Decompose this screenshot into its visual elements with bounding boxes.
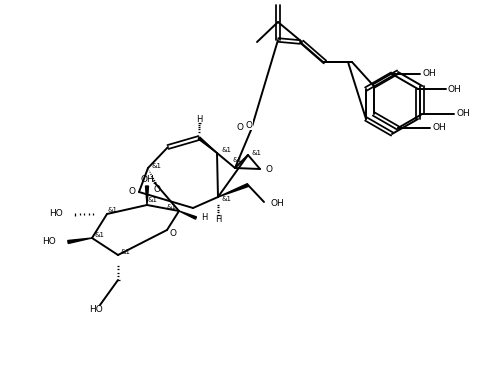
Polygon shape	[179, 211, 196, 219]
Text: &1: &1	[94, 232, 104, 238]
Text: &1: &1	[120, 249, 130, 255]
Text: HO: HO	[49, 209, 63, 218]
Text: &1: &1	[251, 150, 261, 156]
Text: &1: &1	[166, 204, 176, 210]
Text: HO: HO	[42, 237, 56, 246]
Text: &1: &1	[221, 147, 231, 153]
Text: H: H	[215, 214, 221, 223]
Text: &1: &1	[147, 197, 157, 203]
Text: O: O	[236, 124, 243, 133]
Text: &1: &1	[221, 196, 231, 202]
Polygon shape	[145, 186, 149, 205]
Text: O: O	[154, 184, 160, 194]
Text: OH: OH	[456, 110, 470, 118]
Polygon shape	[68, 238, 92, 243]
Text: O: O	[245, 121, 253, 130]
Text: OH: OH	[422, 70, 436, 79]
Text: H: H	[196, 115, 202, 124]
Text: O: O	[170, 228, 176, 237]
Polygon shape	[198, 137, 217, 153]
Text: O: O	[265, 164, 272, 174]
Text: OH: OH	[432, 124, 446, 133]
Text: HO: HO	[89, 305, 103, 314]
Text: &1: &1	[232, 157, 242, 163]
Text: &1: &1	[107, 207, 117, 213]
Text: &1: &1	[151, 163, 161, 169]
Text: H: H	[201, 214, 208, 223]
Text: O: O	[128, 187, 136, 197]
Text: OH: OH	[448, 85, 462, 93]
Polygon shape	[218, 184, 248, 197]
Text: OH: OH	[270, 200, 284, 209]
Text: OH: OH	[140, 175, 154, 184]
